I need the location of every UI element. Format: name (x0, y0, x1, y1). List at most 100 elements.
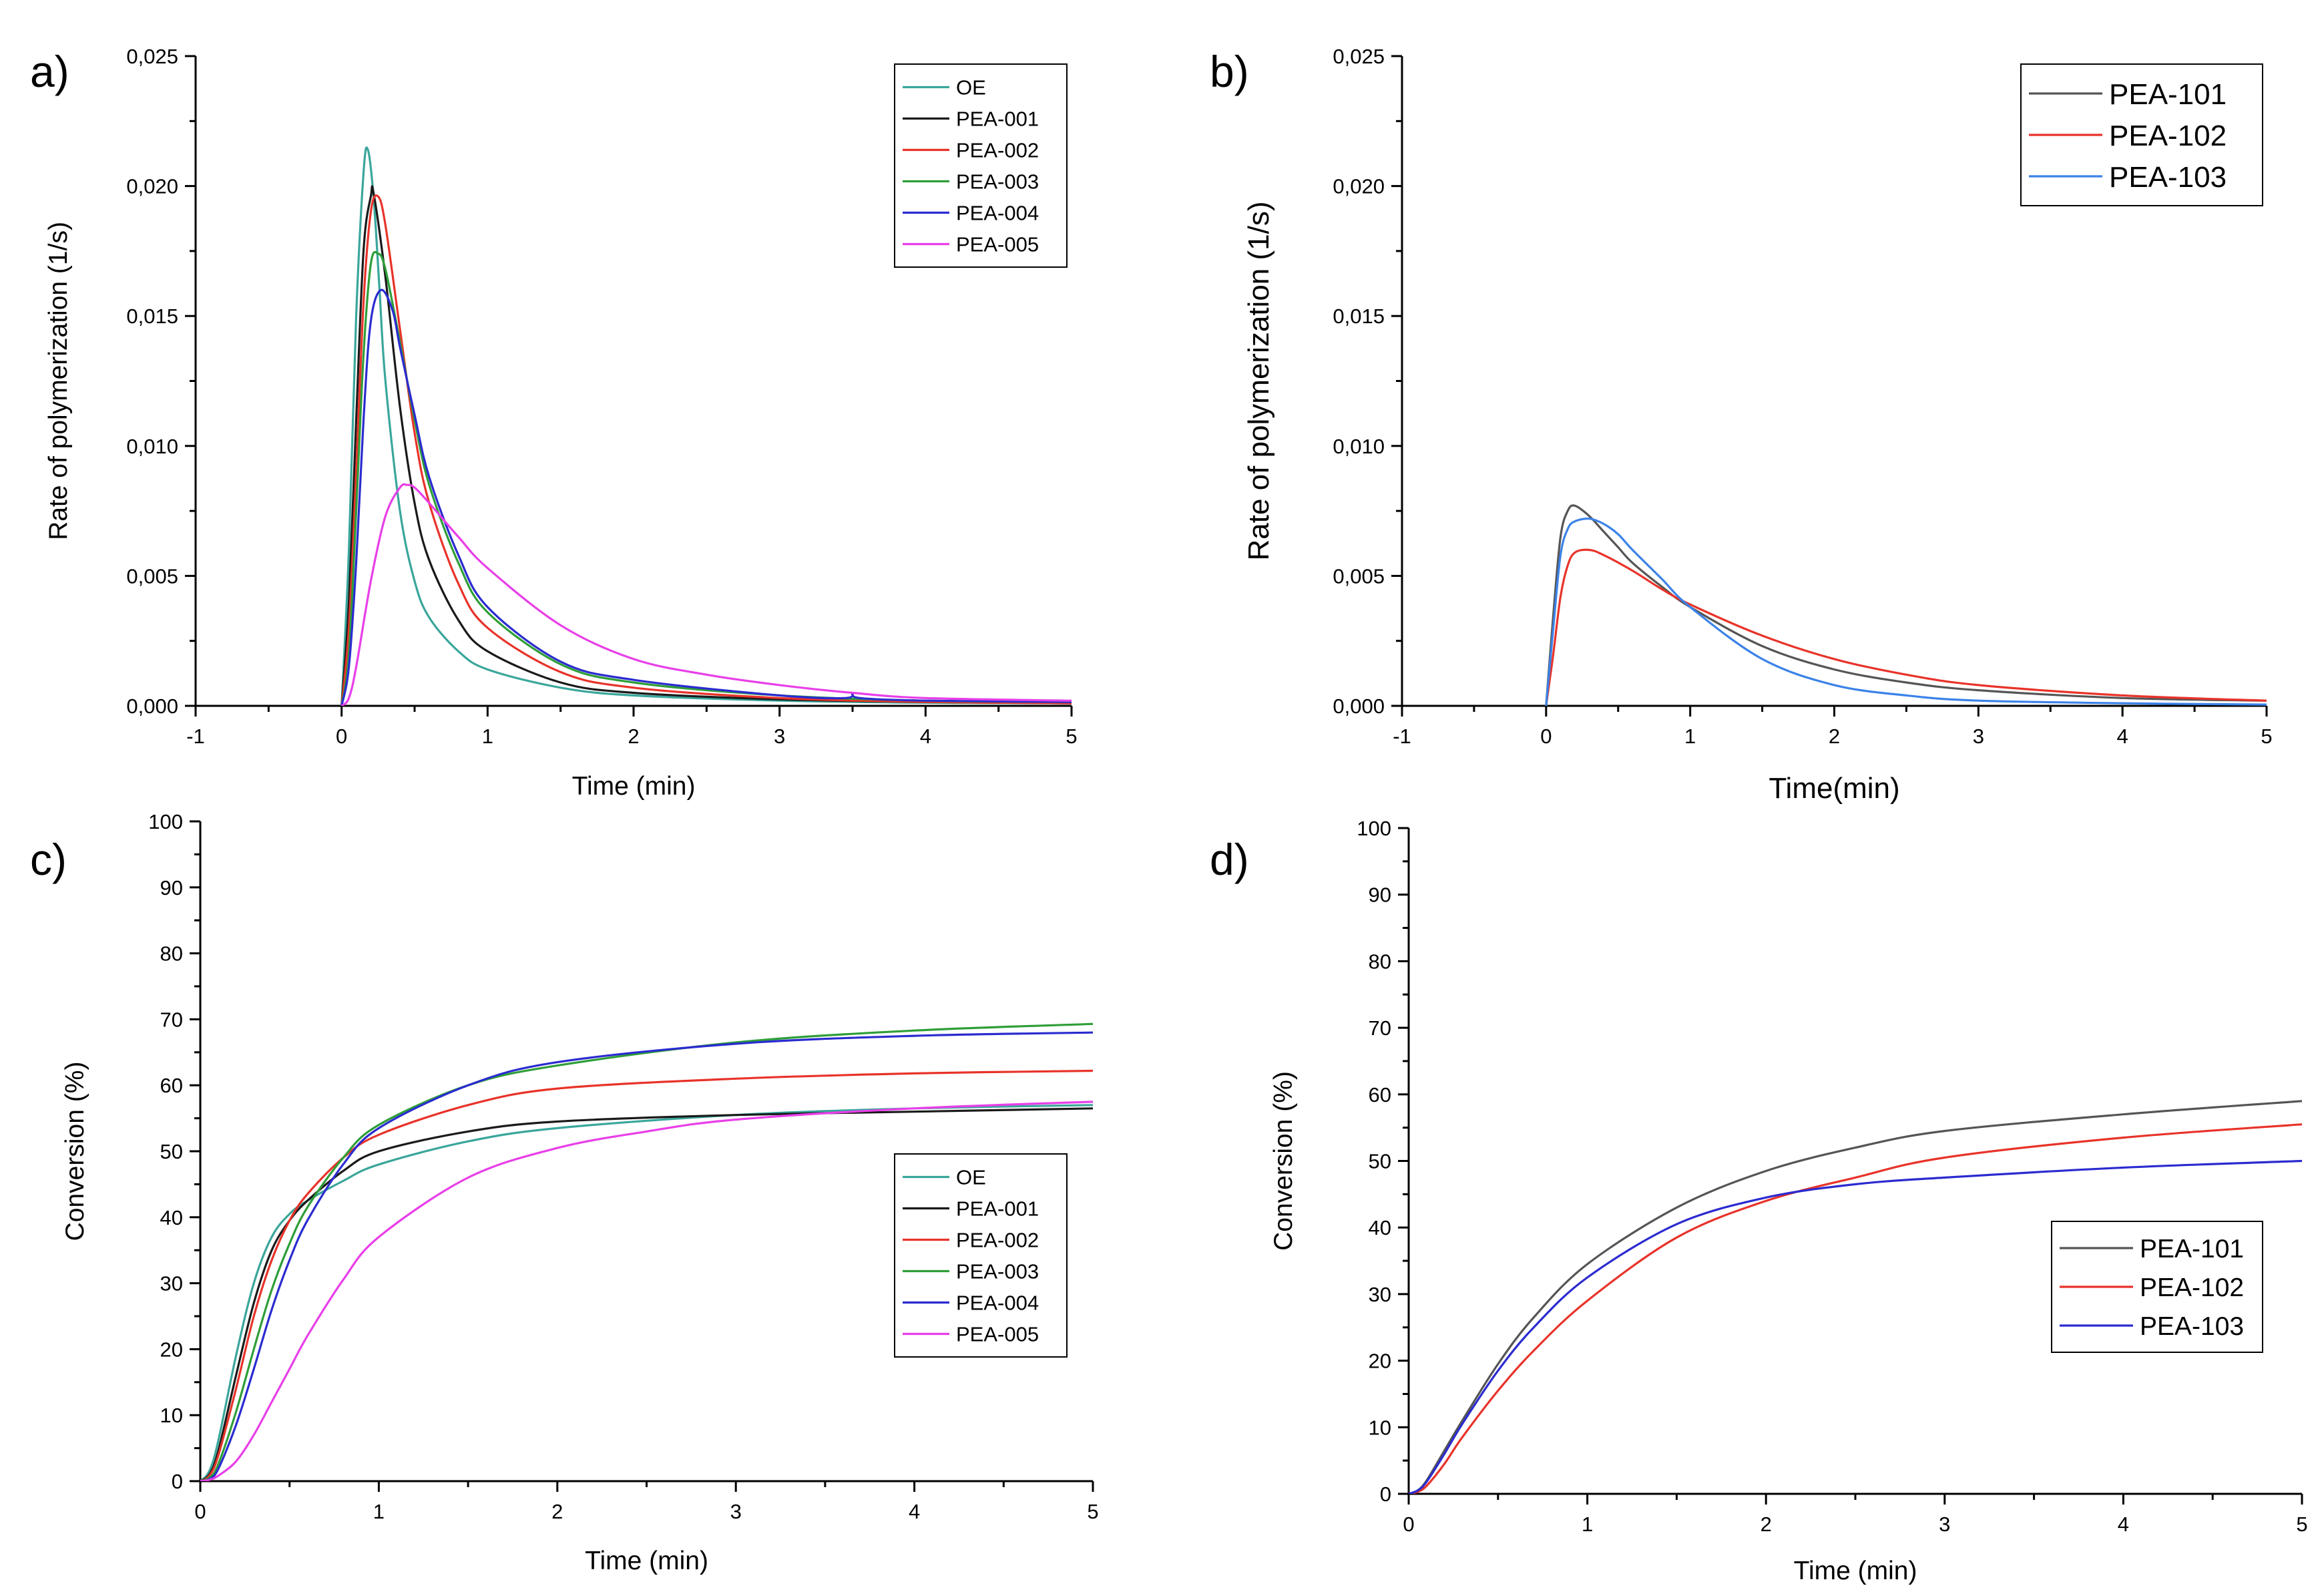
series-line-pea-005 (200, 1101, 1094, 1481)
panel-letter: c) (30, 835, 67, 884)
y-axis-title: Conversion (%) (61, 1062, 89, 1241)
x-axis-title: Time (min) (585, 1547, 708, 1575)
x-tick-label: -1 (186, 725, 205, 748)
legend-label: PEA-102 (2140, 1273, 2244, 1302)
y-tick-label: 0,005 (1333, 564, 1385, 588)
x-tick-label: 2 (628, 725, 639, 748)
y-axis-title: Rate of polymerization (1/s) (1242, 202, 1275, 561)
legend-label: PEA-001 (956, 1197, 1039, 1221)
legend-label: PEA-005 (956, 233, 1039, 256)
y-tick-label: 0,015 (1333, 305, 1385, 328)
chart-panel-b: b) -1 0 1 2 3 4 5 0,000 0,005 0,010 0,015 0,020 0,025… (1210, 45, 2273, 805)
series-line-pea-001 (340, 185, 1072, 706)
series-line-pea-102 (1545, 548, 2267, 706)
x-tick-label: 0 (336, 725, 347, 748)
series-line-pea-102 (1409, 1123, 2303, 1494)
legend-label: PEA-001 (956, 108, 1039, 131)
x-tick-label: 5 (1087, 1500, 1098, 1523)
legend-label: PEA-003 (956, 170, 1039, 194)
y-tick-label: 50 (160, 1140, 183, 1163)
legend-label: PEA-004 (956, 1291, 1039, 1315)
x-tick-label: 1 (1582, 1513, 1593, 1536)
legend-label: PEA-103 (2140, 1312, 2244, 1341)
y-tick-label: 0,000 (1333, 694, 1385, 718)
y-tick-label: 80 (160, 942, 183, 966)
x-tick-label: 0 (1540, 725, 1552, 748)
panel-letter: a) (30, 47, 69, 96)
y-tick-label: 10 (1369, 1416, 1391, 1439)
legend-label: PEA-101 (2140, 1235, 2244, 1263)
y-tick-label: 20 (1369, 1350, 1391, 1373)
series-line-pea-103 (1545, 518, 2267, 706)
x-axis-title: Time (min) (572, 772, 696, 801)
legend: OE PEA-001 PEA-002 PEA-003 PEA-004 PEA-005 (894, 63, 1068, 268)
x-tick-label: 4 (920, 725, 931, 748)
y-tick-label: 0,020 (126, 175, 178, 198)
x-tick-label: 1 (373, 1500, 385, 1523)
y-tick-label: 0,025 (126, 45, 178, 68)
x-tick-label: 1 (482, 725, 493, 748)
legend-label: PEA-102 (2109, 120, 2227, 152)
x-tick-label: 2 (551, 1500, 563, 1523)
legend-label: PEA-002 (956, 139, 1039, 162)
legend-box (894, 63, 1068, 268)
x-tick-label: 1 (1684, 725, 1696, 748)
legend-label: PEA-002 (956, 1229, 1039, 1252)
series-line-pea-003 (200, 1022, 1094, 1481)
legend-label: PEA-103 (2109, 161, 2227, 194)
series-line-pea-002 (340, 194, 1072, 706)
series-line-pea-005 (340, 483, 1072, 706)
y-tick-label: 0,020 (1333, 175, 1385, 198)
series-line-pea-004 (200, 1031, 1094, 1481)
x-tick-label: 2 (1761, 1513, 1772, 1536)
y-tick-label: 0,010 (1333, 435, 1385, 458)
series-line-pea-101 (1409, 1100, 2303, 1494)
y-tick-label: 60 (160, 1074, 183, 1097)
x-tick-label: -1 (1393, 725, 1411, 748)
x-tick-label: 3 (774, 725, 785, 748)
y-tick-label: 70 (1369, 1016, 1391, 1040)
legend-box (894, 1153, 1068, 1358)
legend-label: PEA-101 (2109, 78, 2227, 111)
y-tick-label: 70 (160, 1008, 183, 1031)
y-tick-label: 60 (1369, 1083, 1391, 1107)
x-axis-title: Time(min) (1769, 772, 1899, 805)
x-axis-title: Time (min) (1794, 1557, 1917, 1585)
legend-label: PEA-005 (956, 1323, 1039, 1346)
legend: PEA-101 PEA-102 PEA-103 (2020, 63, 2263, 206)
y-axis-title: Conversion (%) (1269, 1071, 1298, 1251)
y-tick-label: 0,025 (1333, 45, 1385, 68)
y-tick-label: 0 (1380, 1482, 1391, 1506)
panel-letter: b) (1210, 47, 1249, 96)
y-tick-label: 40 (1369, 1216, 1391, 1239)
series-line-pea-103 (1409, 1159, 2303, 1494)
x-tick-label: 2 (1829, 725, 1840, 748)
series-line-oe (200, 1104, 1094, 1481)
y-tick-label: 0 (172, 1470, 183, 1493)
y-tick-label: 0,000 (126, 694, 178, 718)
legend-label: PEA-003 (956, 1260, 1039, 1283)
y-tick-label: 90 (160, 876, 183, 900)
y-tick-label: 10 (160, 1404, 183, 1427)
y-tick-label: 30 (1369, 1283, 1391, 1306)
x-tick-label: 0 (194, 1500, 206, 1523)
y-tick-label: 50 (1369, 1150, 1391, 1173)
x-tick-label: 4 (2117, 725, 2128, 748)
x-tick-label: 0 (1403, 1513, 1414, 1536)
y-tick-label: 30 (160, 1272, 183, 1296)
y-tick-label: 0,010 (126, 435, 178, 458)
y-tick-label: 0,015 (126, 305, 178, 328)
y-axis-title: Rate of polymerization (1/s) (44, 222, 73, 540)
y-tick-label: 100 (148, 810, 183, 833)
series-line-oe (340, 146, 1072, 706)
legend-label: OE (956, 1166, 986, 1189)
x-tick-label: 3 (1973, 725, 1984, 748)
legend-label: OE (956, 76, 986, 100)
x-tick-label: 3 (730, 1500, 742, 1523)
y-tick-label: 0,005 (126, 564, 178, 588)
y-tick-label: 100 (1357, 817, 1391, 840)
x-tick-label: 5 (1066, 725, 1077, 748)
series-line-pea-001 (200, 1107, 1094, 1481)
